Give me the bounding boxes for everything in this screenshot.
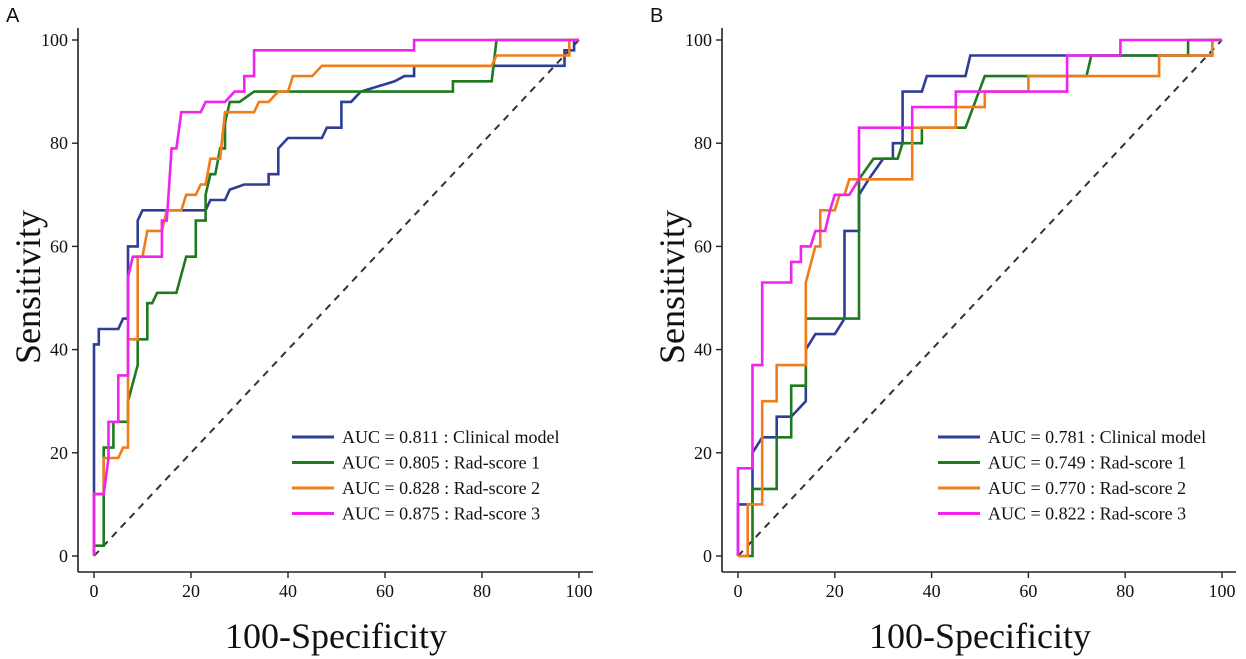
panel-a-legend-label-clinical-model: AUC = 0.811 : Clinical model	[342, 427, 559, 447]
panel-a-y-tick-label: 80	[50, 133, 68, 153]
panel-a-y-axis-title: Sensitivity	[8, 210, 48, 364]
roc-panel-a: A 0 20 40 60 80 100 0 20 40 60 80 100 Sensitivity 100-…	[6, 5, 593, 656]
panel-b-y-tick-label: 100	[685, 30, 712, 50]
panel-a-x-tick-label: 100	[566, 581, 593, 601]
panel-a-y-tick-label: 60	[50, 236, 68, 256]
panel-b-legend-label-clinical-model: AUC = 0.781 : Clinical model	[988, 427, 1206, 447]
panel-b-reference-diagonal	[737, 39, 1223, 557]
panel-a-x-tick-label: 60	[376, 581, 394, 601]
panel-a-reference-diagonal	[93, 39, 580, 557]
panel-a-roc-curve-rad-score-2	[92, 38, 579, 556]
panel-b-x-tick-label: 0	[734, 581, 743, 601]
panel-b-y-tick-label: 20	[694, 443, 712, 463]
panel-a-roc-curve-rad-score-3	[92, 38, 579, 556]
panel-b-x-tick-label: 100	[1209, 581, 1236, 601]
panel-a-y-tick-label: 100	[41, 30, 68, 50]
panel-b-y-axis-title: Sensitivity	[652, 210, 692, 364]
panel-b-roc-curve-clinical-model	[736, 38, 1222, 556]
panel-b-y-tick-label: 80	[694, 133, 712, 153]
panel-b-legend-label-rad-score-3: AUC = 0.822 : Rad-score 3	[988, 504, 1186, 524]
panel-a-x-tick-label: 40	[279, 581, 297, 601]
panel-b-y-tick-label: 40	[694, 340, 712, 360]
panel-b-x-axis-title: 100-Specificity	[869, 616, 1091, 656]
panel-a-x-axis-title: 100-Specificity	[225, 616, 447, 656]
panel-a-legend-label-rad-score-3: AUC = 0.875 : Rad-score 3	[342, 504, 540, 524]
panel-b-letter: B	[650, 5, 663, 27]
panel-b-legend-label-rad-score-2: AUC = 0.770 : Rad-score 2	[988, 478, 1186, 498]
panel-b-x-tick-label: 60	[1019, 581, 1037, 601]
panel-b-x-tick-label: 80	[1116, 581, 1134, 601]
panel-b-y-tick-label: 0	[703, 546, 712, 566]
panel-a-legend-label-rad-score-1: AUC = 0.805 : Rad-score 1	[342, 453, 540, 473]
panel-a-y-tick-label: 40	[50, 340, 68, 360]
panel-a-x-tick-label: 20	[182, 581, 200, 601]
panel-a-legend-label-rad-score-2: AUC = 0.828 : Rad-score 2	[342, 478, 540, 498]
panel-a-legend: AUC = 0.811 : Clinical model AUC = 0.805 …	[292, 427, 559, 524]
panel-b-x-tick-label: 40	[923, 581, 941, 601]
roc-panel-b: B 0 20 40 60 80 100 0 20 40 60 80 100 Sensitivity 100-…	[650, 5, 1236, 656]
panel-b-roc-curve-rad-score-1	[738, 38, 1222, 558]
panel-a-x-tick-label: 80	[473, 581, 491, 601]
panel-b-y-tick-label: 60	[694, 236, 712, 256]
panel-a-x-tick-label: 0	[90, 581, 99, 601]
panel-a-letter: A	[6, 5, 20, 27]
panel-b-legend-label-rad-score-1: AUC = 0.749 : Rad-score 1	[988, 453, 1186, 473]
panel-a-y-tick-label: 0	[59, 546, 68, 566]
panel-b-x-tick-label: 20	[826, 581, 844, 601]
panel-b-legend: AUC = 0.781 : Clinical model AUC = 0.749 …	[938, 427, 1206, 524]
panel-a-y-tick-label: 20	[50, 443, 68, 463]
panel-b-roc-curve-rad-score-3	[736, 38, 1222, 556]
